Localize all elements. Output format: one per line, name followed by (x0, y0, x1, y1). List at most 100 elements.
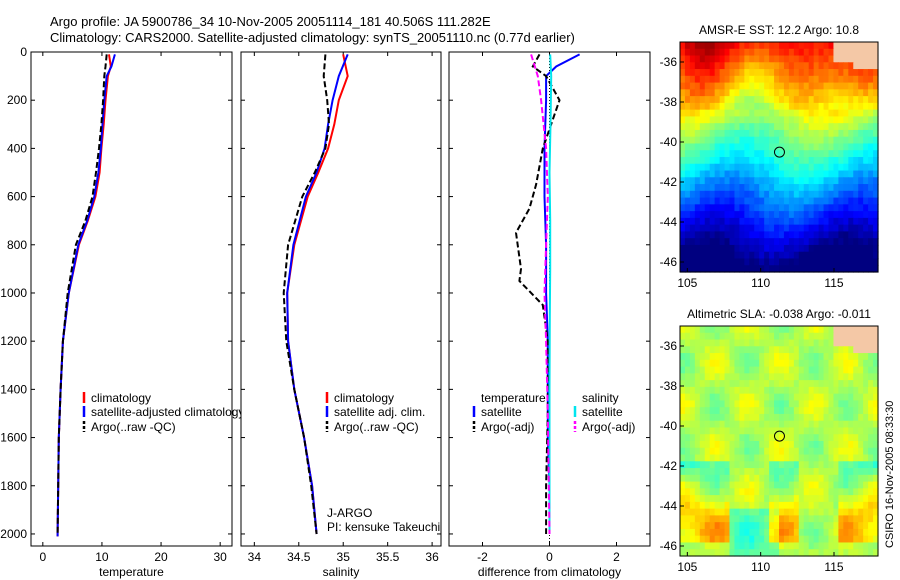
sst-map-cell (808, 150, 815, 158)
sst-map-cell (863, 102, 869, 111)
sst-map-cell (868, 238, 874, 246)
sst-map-cell (818, 150, 825, 158)
sst-map-cell (680, 251, 686, 260)
sla-map-cell (759, 393, 765, 402)
sla-map-cell (719, 413, 726, 422)
sst-map-cell (808, 157, 815, 165)
sla-map-cell (873, 522, 879, 530)
sla-map-cell (694, 549, 701, 557)
sla-map-cell (709, 501, 716, 510)
sst-map-cell (833, 96, 839, 104)
sla-map-cell (680, 413, 686, 422)
sla-map-cell (754, 346, 760, 354)
sst-map-cell (863, 136, 869, 145)
sst-map-cell (783, 231, 790, 239)
sla-map-cell (838, 501, 844, 510)
temperature-xtick-label: 0 (39, 550, 46, 564)
sla-map-cell (724, 400, 731, 408)
sla-map-cell (749, 413, 755, 422)
sst-map-cell (724, 204, 731, 212)
sla-map-cell (774, 326, 780, 334)
sst-map-cell (709, 231, 716, 239)
sla-map-cell (848, 528, 854, 537)
sla-map-cell (868, 441, 874, 449)
sst-map-cell (689, 238, 696, 246)
sst-map-cell (853, 197, 859, 205)
sla-map-cell (863, 393, 869, 402)
sla-map-cell (724, 474, 731, 483)
sla-map-cell (764, 427, 770, 435)
sst-map-cell (744, 163, 750, 172)
sst-map-cell (798, 217, 805, 226)
sla-map-cell (823, 373, 830, 381)
sst-map-cell (853, 265, 859, 273)
sst-map-cell (764, 102, 770, 111)
sla-map-cell (759, 488, 765, 496)
sst-map-cell (853, 109, 859, 118)
sla-map-cell (759, 454, 765, 462)
sla-map-cell (724, 332, 731, 341)
sst-map-cell (739, 204, 745, 212)
sla-map-cell (684, 468, 691, 476)
sst-map-cell (858, 157, 864, 165)
sla-map-cell (828, 454, 835, 462)
sla-map-cell (828, 441, 835, 449)
sla-map-cell (813, 427, 820, 435)
sst-map-cell (689, 211, 696, 219)
sst-map-cell (744, 231, 750, 239)
sla-map-cell (684, 454, 691, 462)
sst-map-cell (798, 231, 805, 239)
sst-map-cell (868, 136, 874, 145)
sst-map-cell (694, 224, 701, 233)
sal-legend-argo-label: Argo(..raw -QC) (334, 420, 419, 434)
sst-map-cell (813, 177, 820, 185)
sst-map-cell (838, 129, 844, 138)
sst-map-cell (823, 75, 830, 84)
sst-map-cell (680, 62, 686, 70)
sst-map-cell (788, 251, 795, 260)
sla-map-cell (783, 454, 790, 462)
sla-map-cell (739, 528, 745, 537)
sla-map-cell (699, 515, 706, 523)
sla-map-cell (680, 522, 686, 530)
sla-map-cell (808, 515, 815, 523)
sst-map-cell (818, 55, 825, 63)
sla-map-ytick-label: -42 (660, 459, 678, 473)
sla-map-cell (868, 346, 874, 354)
sst-map-cell (788, 96, 795, 104)
sla-map-cell (798, 346, 805, 354)
sla-map-cell (684, 515, 691, 523)
sst-map-cell (868, 55, 874, 63)
sst-map-cell (709, 211, 716, 219)
sst-map-cell (769, 211, 775, 219)
sla-map-cell (739, 461, 745, 469)
sla-map-cell (694, 359, 701, 368)
sst-map-cell (808, 244, 815, 253)
depth-tick-label: 1400 (0, 382, 27, 396)
sla-map-cell (793, 542, 800, 550)
sst-map-cell (680, 150, 686, 158)
sst-map-cell (788, 224, 795, 233)
sst-map-cell (863, 75, 869, 84)
sla-map-cell (873, 542, 879, 550)
salinity-series-2 (282, 54, 331, 535)
sst-map-cell (680, 96, 686, 104)
sla-map-cell (704, 461, 711, 469)
sst-map-cell (714, 184, 721, 192)
sla-map-cell (684, 346, 691, 354)
sla-map-cell (823, 339, 830, 347)
sst-map-cell (694, 217, 701, 226)
sst-map-cell (833, 69, 839, 77)
sst-map-cell (749, 82, 755, 90)
sla-map-cell (788, 488, 795, 496)
sst-map-cell (873, 265, 879, 273)
sst-map-cell (680, 231, 686, 239)
sla-map-cell (823, 522, 830, 530)
sla-map-cell (798, 488, 805, 496)
sst-map-cell (684, 129, 691, 138)
sla-map-cell (709, 522, 716, 530)
sla-map-cell (699, 488, 706, 496)
sst-map-cell (793, 42, 800, 50)
sst-map-cell (734, 69, 740, 77)
sst-map-cell (689, 224, 696, 233)
